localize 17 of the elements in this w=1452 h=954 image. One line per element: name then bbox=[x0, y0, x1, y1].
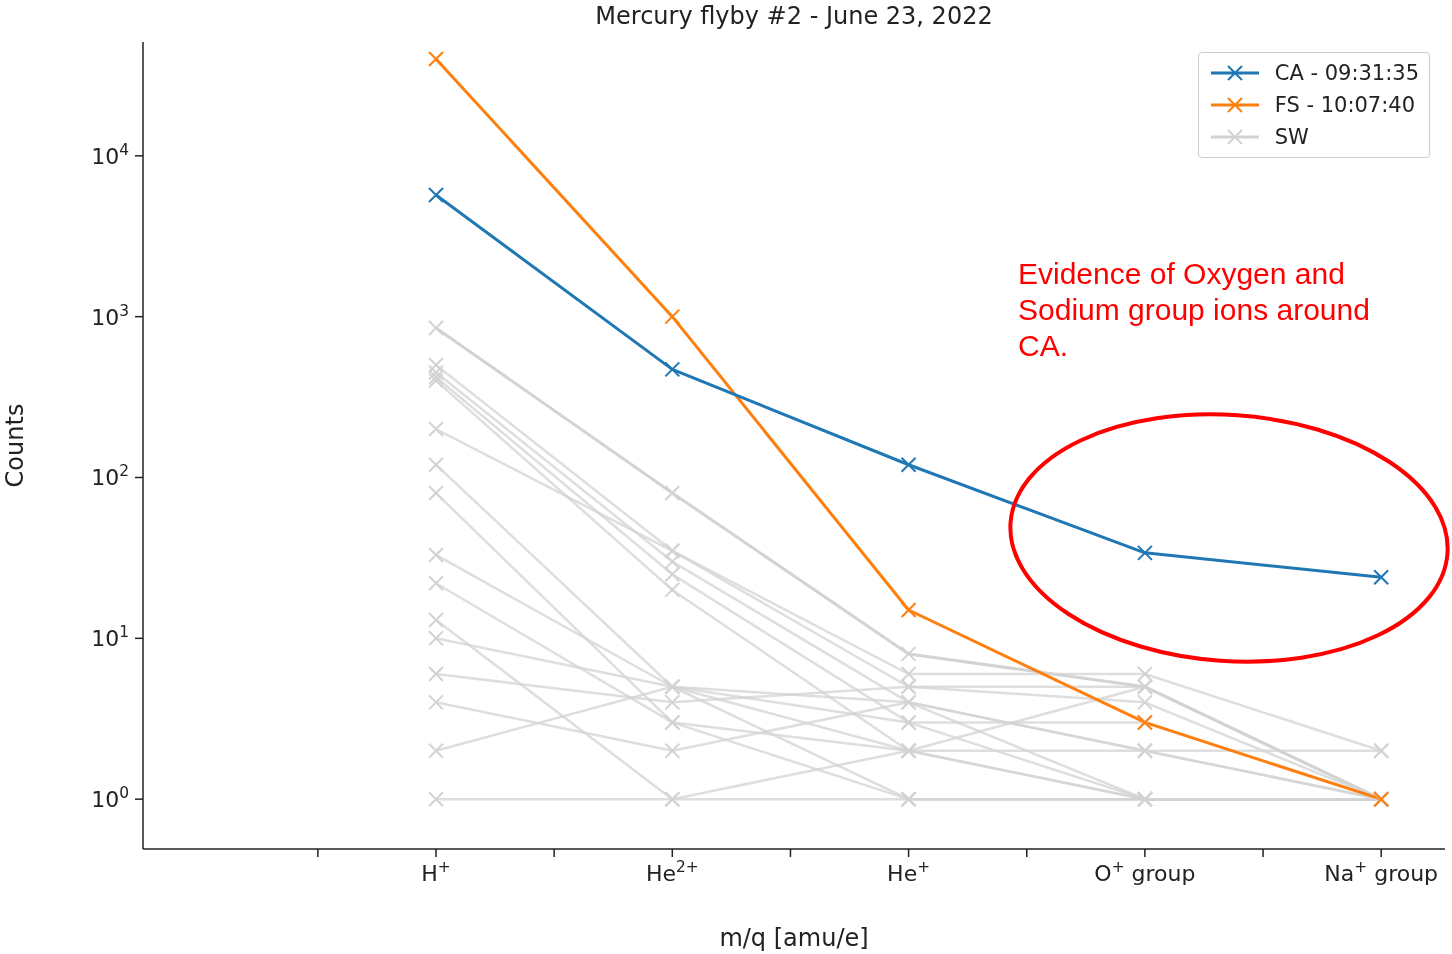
legend-label: FS - 10:07:40 bbox=[1274, 93, 1416, 117]
x-tick-label: He$^{2+}$ bbox=[645, 858, 699, 886]
y-tick-label: 10$^{3}$ bbox=[91, 301, 129, 330]
chart-title: Mercury flyby #2 - June 23, 2022 bbox=[594, 2, 994, 30]
y-tick-label: 10$^{0}$ bbox=[91, 784, 129, 813]
y-axis-title: Counts bbox=[0, 403, 29, 488]
x-tick-label: O$^{+}$ group bbox=[1094, 858, 1196, 886]
x-tick-label: Na$^{+}$ group bbox=[1324, 858, 1439, 886]
y-tick-label: 10$^{2}$ bbox=[91, 462, 129, 491]
legend-label: SW bbox=[1274, 125, 1309, 149]
x-tick-label: He$^{+}$ bbox=[887, 858, 931, 886]
y-tick-label: 10$^{4}$ bbox=[91, 140, 129, 169]
x-tick-label: H$^{+}$ bbox=[421, 858, 451, 886]
annotation: Evidence of Oxygen and Sodium group ions around CA. bbox=[1018, 256, 1371, 364]
legend-label: CA - 09:31:35 bbox=[1274, 61, 1419, 85]
x-axis-title: m/q [amu/e] bbox=[719, 924, 869, 952]
y-tick-label: 10$^{1}$ bbox=[91, 623, 129, 652]
